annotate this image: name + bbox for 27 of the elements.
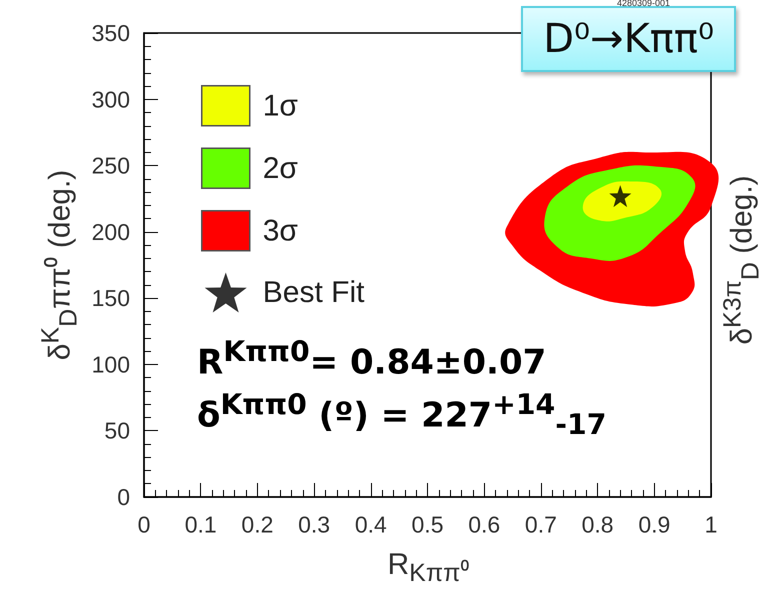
annotation: R$^{Kππ0}$= 0.84±0.07 bbox=[197, 335, 546, 382]
chart-title: D⁰→Kππ⁰ bbox=[543, 16, 714, 62]
legend-label: 3σ bbox=[262, 214, 298, 248]
x-tick-label: 0.7 bbox=[524, 512, 557, 538]
y-tick-label: 350 bbox=[92, 20, 130, 46]
x-tick-label: 0.3 bbox=[298, 512, 330, 538]
y-tick-label: 250 bbox=[92, 152, 130, 179]
y-tick-label: 300 bbox=[92, 86, 130, 112]
x-axis-title: R$_{Kππ⁰}$ bbox=[388, 548, 470, 588]
x-tick-label: 0.5 bbox=[412, 512, 444, 538]
legend-label: Best Fit bbox=[262, 276, 366, 309]
x-tick-label: 0.4 bbox=[354, 512, 387, 538]
x-tick-label: 0.1 bbox=[184, 512, 217, 538]
y-tick-label: 150 bbox=[92, 285, 130, 312]
legend-label: 2σ bbox=[262, 152, 298, 185]
y-tick-label: 50 bbox=[104, 418, 130, 444]
legend-label: 1σ bbox=[262, 89, 298, 122]
y-tick-label: 0 bbox=[117, 484, 130, 510]
x-tick-label: 0 bbox=[138, 512, 150, 538]
y-tick-label: 200 bbox=[92, 218, 130, 245]
y-tick-label: 100 bbox=[92, 351, 130, 378]
text: 4280309-001 bbox=[617, 0, 670, 8]
x-tick-label: 0.9 bbox=[638, 512, 670, 538]
x-tick-label: 0.8 bbox=[582, 512, 614, 538]
x-tick-label: 1 bbox=[704, 512, 718, 538]
x-tick-label: 0.2 bbox=[241, 512, 274, 538]
x-tick-label: 0.6 bbox=[468, 512, 500, 538]
